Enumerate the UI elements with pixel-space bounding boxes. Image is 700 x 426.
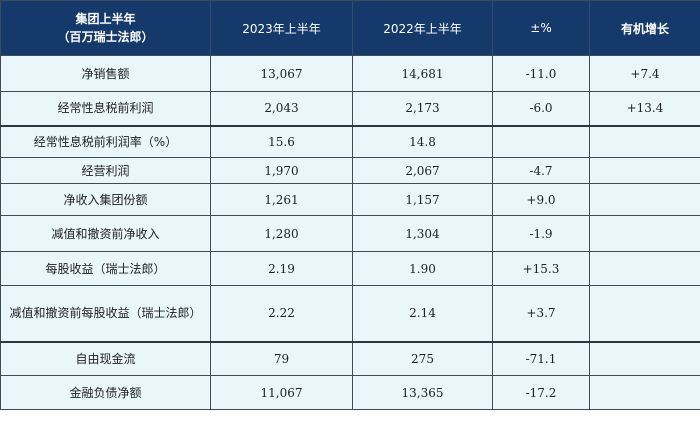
- value-change-pct: -17.2: [492, 375, 590, 410]
- value-organic-growth: [589, 215, 700, 252]
- row-label: 自由现金流: [0, 340, 211, 376]
- value-change-pct: -71.1: [492, 340, 590, 376]
- financial-summary-table: 集团上半年 （百万瑞士法郎） 2023年上半年 2022年上半年 ±% 有机增长…: [0, 0, 700, 410]
- value-2022: 275: [352, 340, 493, 376]
- value-2023: 2.22: [210, 285, 353, 342]
- value-2023: 15.6: [210, 124, 353, 158]
- value-change-pct: [492, 124, 590, 158]
- header-change-pct: ±%: [492, 0, 590, 56]
- value-change-pct: -1.9: [492, 215, 590, 252]
- value-organic-growth: [589, 251, 700, 286]
- table-row: 经营利润 1,970 2,067 -4.7: [0, 157, 700, 184]
- row-label: 经常性息税前利润: [0, 91, 211, 126]
- table-row: 减值和撤资前每股收益（瑞士法郎） 2.22 2.14 +3.7: [0, 285, 700, 342]
- row-label: 经常性息税前利润率（%）: [0, 124, 211, 158]
- value-2022: 1,304: [352, 215, 493, 252]
- table-row: 净销售额 13,067 14,681 -11.0 +7.4: [0, 55, 700, 92]
- value-2022: 2,173: [352, 91, 493, 126]
- value-change-pct: +9.0: [492, 183, 590, 216]
- header-metric-line2: （百万瑞士法郎）: [57, 30, 154, 44]
- value-2022: 2.14: [352, 285, 493, 342]
- table-row: 净收入集团份额 1,261 1,157 +9.0: [0, 183, 700, 216]
- value-organic-growth: +7.4: [589, 55, 700, 92]
- table-row: 金融负债净额 11,067 13,365 -17.2: [0, 375, 700, 410]
- header-2022: 2022年上半年: [352, 0, 493, 56]
- header-metric-line1: 集团上半年: [75, 12, 136, 26]
- value-2023: 2.19: [210, 251, 353, 286]
- value-organic-growth: [589, 340, 700, 376]
- row-label: 净收入集团份额: [0, 183, 211, 216]
- value-2022: 13,365: [352, 375, 493, 410]
- row-label: 减值和撤资前净收入: [0, 215, 211, 252]
- row-label: 金融负债净额: [0, 375, 211, 410]
- row-label: 净销售额: [0, 55, 211, 92]
- value-2022: 1,157: [352, 183, 493, 216]
- value-organic-growth: +13.4: [589, 91, 700, 126]
- value-2022: 1.90: [352, 251, 493, 286]
- header-metric: 集团上半年 （百万瑞士法郎）: [0, 0, 211, 56]
- row-label: 减值和撤资前每股收益（瑞士法郎）: [0, 285, 211, 342]
- value-2023: 13,067: [210, 55, 353, 92]
- value-2023: 1,261: [210, 183, 353, 216]
- table-row: 减值和撤资前净收入 1,280 1,304 -1.9: [0, 215, 700, 252]
- value-2023: 11,067: [210, 375, 353, 410]
- value-organic-growth: [589, 157, 700, 184]
- header-2023: 2023年上半年: [210, 0, 353, 56]
- value-organic-growth: [589, 375, 700, 410]
- table-row: 每股收益（瑞士法郎） 2.19 1.90 +15.3: [0, 251, 700, 286]
- value-change-pct: -11.0: [492, 55, 590, 92]
- value-2023: 2,043: [210, 91, 353, 126]
- value-organic-growth: [589, 285, 700, 342]
- header-organic-growth: 有机增长: [589, 0, 700, 56]
- value-organic-growth: [589, 124, 700, 158]
- row-label: 经营利润: [0, 157, 211, 184]
- value-change-pct: -6.0: [492, 91, 590, 126]
- table-row: 经常性息税前利润率（%） 15.6 14.8: [0, 124, 700, 158]
- table-row: 自由现金流 79 275 -71.1: [0, 340, 700, 376]
- table-row: 经常性息税前利润 2,043 2,173 -6.0 +13.4: [0, 91, 700, 126]
- value-2023: 1,970: [210, 157, 353, 184]
- value-change-pct: -4.7: [492, 157, 590, 184]
- value-change-pct: +3.7: [492, 285, 590, 342]
- value-2022: 2,067: [352, 157, 493, 184]
- value-2023: 79: [210, 340, 353, 376]
- value-organic-growth: [589, 183, 700, 216]
- table-header-row: 集团上半年 （百万瑞士法郎） 2023年上半年 2022年上半年 ±% 有机增长: [0, 0, 700, 56]
- value-change-pct: +15.3: [492, 251, 590, 286]
- value-2023: 1,280: [210, 215, 353, 252]
- value-2022: 14,681: [352, 55, 493, 92]
- row-label: 每股收益（瑞士法郎）: [0, 251, 211, 286]
- value-2022: 14.8: [352, 124, 493, 158]
